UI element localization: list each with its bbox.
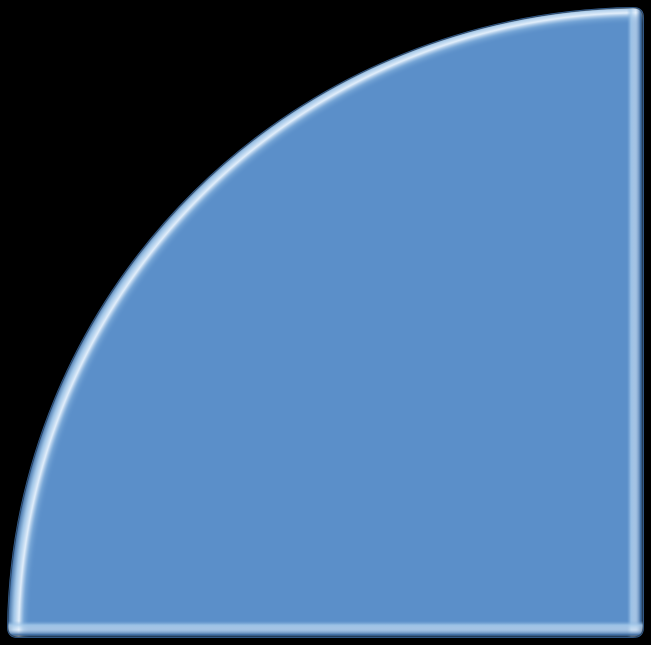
quarter-circle-shape [0,0,651,645]
canvas [0,0,651,645]
